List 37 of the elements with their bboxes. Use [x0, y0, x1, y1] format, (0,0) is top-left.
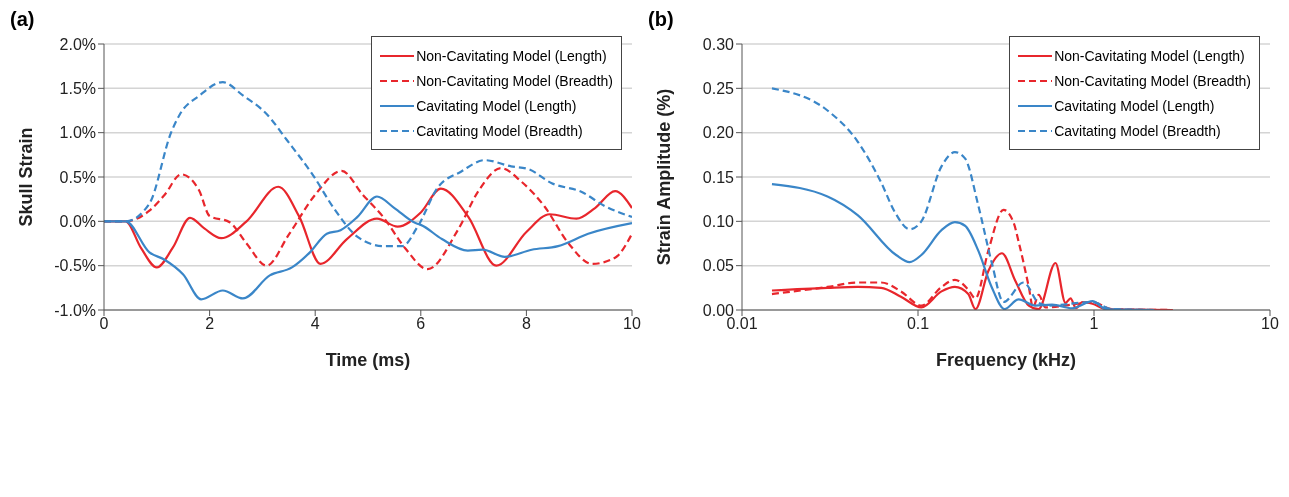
y-axis-title: Strain Amplitude (%) — [654, 88, 675, 266]
y-tick-label: 0.10 — [702, 213, 735, 231]
y-tick-label: -0.5% — [54, 257, 96, 275]
y-axis-title: Skull Strain — [16, 127, 37, 227]
x-axis-title: Frequency (kHz) — [935, 350, 1077, 370]
legend-label: Cavitating Model (Length) — [1054, 97, 1215, 114]
x-tick-label: 6 — [416, 315, 426, 333]
x-tick-label: 10 — [623, 315, 641, 333]
legend-label: Non-Cavitating Model (Breadth) — [416, 72, 613, 89]
y-tick-label: 0.30 — [702, 35, 735, 53]
x-tick-label: 0 — [99, 315, 109, 333]
y-tick-label: 1.5% — [59, 80, 96, 98]
x-tick-label: 10 — [1261, 315, 1279, 333]
x-axis-title: Time (ms) — [325, 350, 411, 370]
legend-label: Cavitating Model (Breadth) — [416, 122, 583, 139]
legend-label: Cavitating Model (Breadth) — [1054, 122, 1221, 139]
y-tick-label: 1.0% — [59, 124, 96, 142]
x-tick-label: 4 — [310, 315, 320, 333]
x-tick-label: 0.01 — [726, 315, 758, 333]
y-tick-label: 0.5% — [59, 168, 96, 186]
y-tick-label: 0.0% — [59, 213, 96, 231]
x-tick-label: 8 — [521, 315, 531, 333]
y-tick-label: 0.25 — [702, 80, 735, 98]
chart-title: (a) — [10, 8, 35, 31]
y-tick-label: -1.0% — [54, 301, 96, 319]
y-tick-label: 0.20 — [702, 124, 735, 142]
y-tick-label: 0.15 — [702, 168, 735, 186]
legend-label: Cavitating Model (Length) — [416, 97, 577, 114]
legend-label: Non-Cavitating Model (Length) — [416, 47, 607, 64]
legend-label: Non-Cavitating Model (Breadth) — [1054, 72, 1251, 89]
y-tick-label: 2.0% — [59, 35, 96, 53]
x-tick-label: 0.1 — [906, 315, 930, 333]
x-tick-label: 1 — [1089, 315, 1099, 333]
chart-title: (b) — [648, 8, 674, 31]
y-tick-label: 0.05 — [702, 257, 735, 275]
x-tick-label: 2 — [205, 315, 215, 333]
legend-label: Non-Cavitating Model (Length) — [1054, 47, 1245, 64]
